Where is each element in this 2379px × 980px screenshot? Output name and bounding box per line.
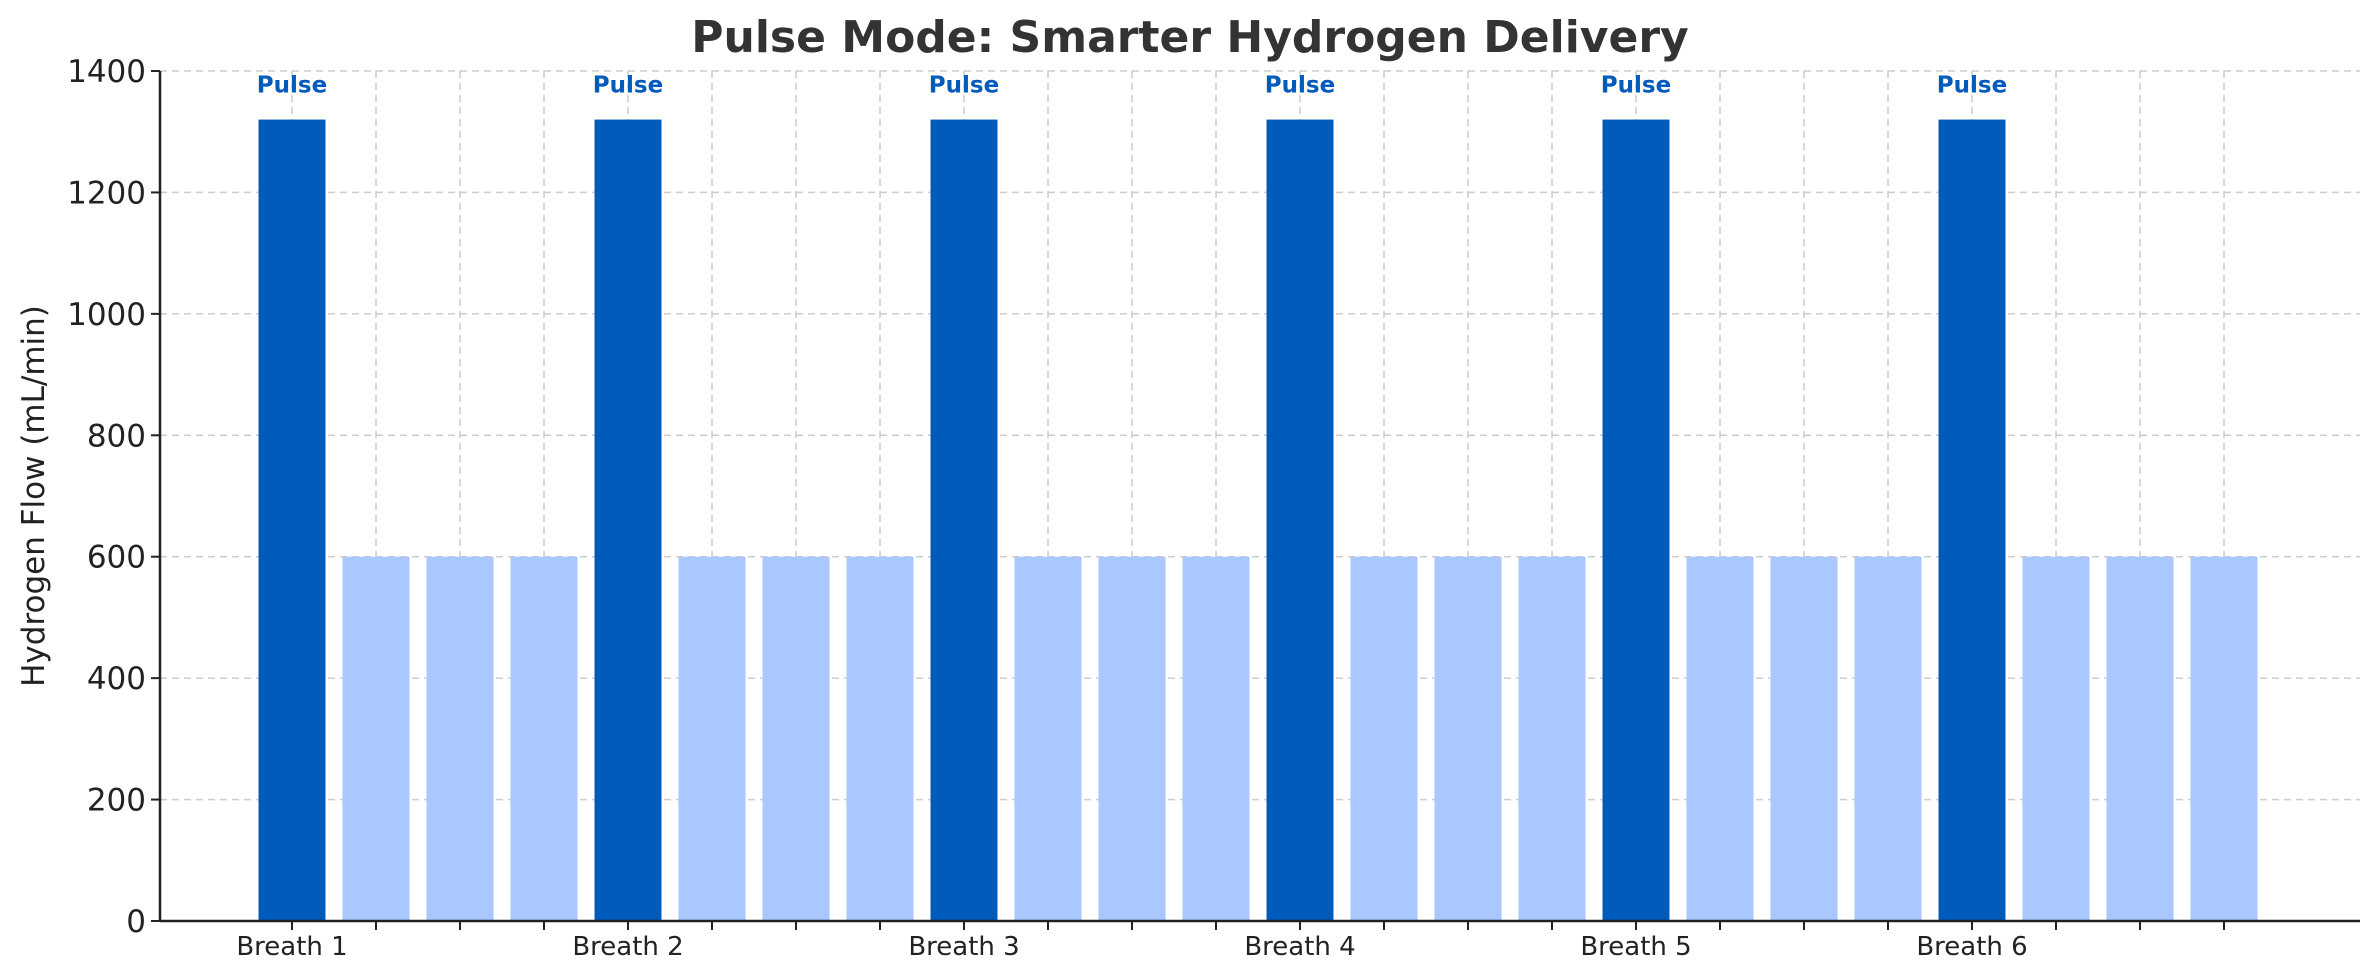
baseline-bar	[1434, 556, 1502, 921]
baseline-bar	[510, 556, 578, 921]
chart-title: Pulse Mode: Smarter Hydrogen Delivery	[691, 12, 1688, 63]
baseline-bar	[1686, 556, 1754, 921]
baseline-bar	[1014, 556, 1082, 921]
pulse-annotation: Pulse	[1265, 73, 1335, 99]
pulse-bar	[1266, 119, 1334, 922]
annotation-layer: Pulse Pulse Pulse Pulse Pulse Pulse	[257, 73, 2007, 99]
baseline-bar	[1518, 556, 1586, 921]
pulse-annotation: Pulse	[593, 73, 663, 99]
y-tick-label: 800	[87, 418, 146, 454]
baseline-bar	[1098, 556, 1166, 921]
bars-layer	[258, 119, 2258, 922]
y-tick-label: 200	[87, 783, 146, 819]
y-tick-labels: 0 200 400 600 800 1000 1200 1400	[67, 54, 146, 940]
pulse-bar	[1602, 119, 1670, 922]
x-tick-labels: Breath 1 Breath 2 Breath 3 Breath 4 Breath 5…	[236, 932, 2027, 962]
y-tick-label: 0	[126, 904, 146, 940]
baseline-bar	[2190, 556, 2258, 921]
pulse-annotation: Pulse	[1601, 73, 1671, 99]
x-tick-label: Breath 4	[1244, 932, 1355, 962]
pulse-bar	[258, 119, 326, 922]
pulse-bar	[1938, 119, 2006, 922]
baseline-bar	[2022, 556, 2090, 921]
y-tick-label: 1400	[67, 54, 146, 90]
baseline-bar	[1350, 556, 1418, 921]
pulse-bar	[930, 119, 998, 922]
baseline-bar	[678, 556, 746, 921]
x-tick-label: Breath 5	[1580, 932, 1691, 962]
x-tick-label: Breath 2	[572, 932, 683, 962]
pulse-bar	[594, 119, 662, 922]
pulse-annotation: Pulse	[929, 73, 999, 99]
y-tick-label: 1000	[67, 297, 146, 333]
baseline-bar	[2106, 556, 2174, 921]
x-tick-label: Breath 1	[236, 932, 347, 962]
baseline-bar	[762, 556, 830, 921]
pulse-annotation: Pulse	[1937, 73, 2007, 99]
baseline-bar	[846, 556, 914, 921]
y-tick-label: 1200	[67, 175, 146, 211]
axes-layer	[151, 70, 2360, 930]
baseline-bar	[426, 556, 494, 921]
baseline-bar	[1854, 556, 1922, 921]
baseline-bar	[1770, 556, 1838, 921]
baseline-bar	[342, 556, 410, 921]
y-tick-label: 600	[87, 540, 146, 576]
x-tick-label: Breath 6	[1916, 932, 2027, 962]
y-axis-label: Hydrogen Flow (mL/min)	[16, 305, 52, 687]
y-tick-label: 400	[87, 661, 146, 697]
x-tick-label: Breath 3	[908, 932, 1019, 962]
baseline-bar	[1182, 556, 1250, 921]
pulse-annotation: Pulse	[257, 73, 327, 99]
